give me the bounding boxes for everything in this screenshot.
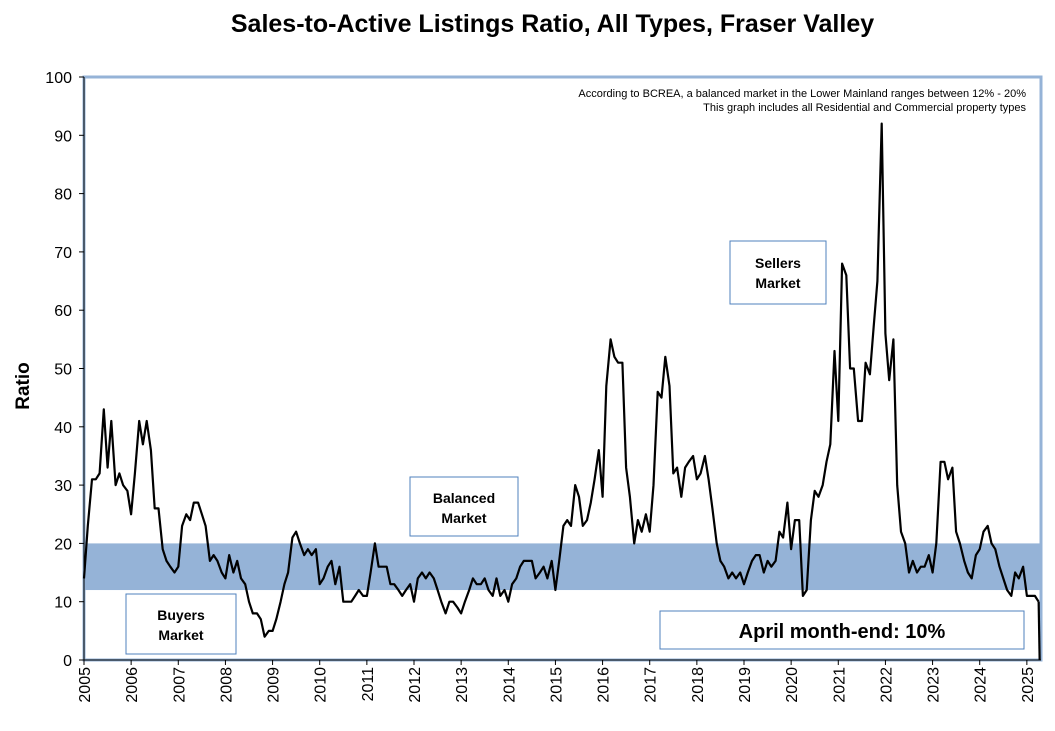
y-tick-label: 70	[54, 245, 72, 262]
chart-title: Sales-to-Active Listings Ratio, All Type…	[230, 10, 875, 38]
buyers-market-line2: Market	[158, 627, 203, 643]
x-tick-label: 2013	[454, 667, 471, 703]
y-tick-label: 90	[54, 128, 72, 145]
sellers-market-line2: Market	[755, 275, 800, 291]
x-tick-label: 2009	[266, 667, 283, 703]
y-tick-label: 80	[54, 187, 72, 204]
balanced-market-line2: Market	[441, 510, 486, 526]
y-tick-label: 20	[54, 536, 72, 553]
x-tick-label: 2014	[501, 667, 518, 703]
axes-layer: 0 10 20 30 40 50 60 70 80 90 100 2005 2006 2007 2008 20…	[45, 70, 1041, 703]
x-tick-label: 2018	[690, 667, 707, 703]
x-tick-label: 2019	[737, 667, 754, 703]
buyers-market-box: Buyers Market	[125, 593, 237, 655]
x-tick-label: 2010	[313, 667, 330, 703]
x-tick-label: 2007	[171, 667, 188, 703]
y-tick-label: 40	[54, 420, 72, 437]
x-tick-label: 2015	[548, 667, 565, 703]
y-tick-label: 50	[54, 362, 72, 379]
y-tick-label: 100	[45, 70, 72, 87]
x-tick-label: 2025	[1020, 667, 1037, 703]
x-tick-label: 2020	[784, 667, 801, 703]
x-tick-label: 2023	[926, 667, 943, 703]
x-tick-label: 2006	[124, 667, 141, 703]
x-tick-label: 2016	[596, 667, 613, 703]
note-property-types: This graph includes all Residential and …	[703, 102, 1026, 114]
y-axis-label: Ratio	[13, 362, 34, 410]
x-tick-label: 2022	[878, 667, 895, 703]
x-tick-label: 2021	[831, 667, 848, 703]
sellers-market-line1: Sellers	[755, 255, 801, 271]
sellers-market-box: Sellers Market	[729, 240, 827, 305]
y-tick-label: 0	[63, 653, 72, 670]
y-tick-label: 10	[54, 595, 72, 612]
note-balanced-range: According to BCREA, a balanced market in…	[578, 88, 1026, 100]
x-tick-label: 2008	[218, 667, 235, 703]
x-tick-label: 2012	[407, 667, 424, 703]
y-tick-label: 30	[54, 478, 72, 495]
series-end-drop	[1037, 601, 1041, 661]
series-layer	[82, 122, 1041, 661]
balanced-market-box: Balanced Market	[409, 476, 519, 537]
balanced-market-line1: Balanced	[433, 490, 495, 506]
ratio-line-series	[82, 122, 1040, 638]
april-month-end-label: April month-end: 10%	[739, 621, 946, 643]
y-tick-label: 60	[54, 303, 72, 320]
x-tick-label: 2011	[360, 667, 377, 702]
x-tick-label: 2005	[77, 667, 94, 703]
x-tick-label: 2024	[973, 667, 990, 703]
april-month-end-box: April month-end: 10%	[659, 610, 1025, 650]
buyers-market-line1: Buyers	[157, 607, 205, 623]
x-tick-label: 2017	[643, 667, 660, 703]
